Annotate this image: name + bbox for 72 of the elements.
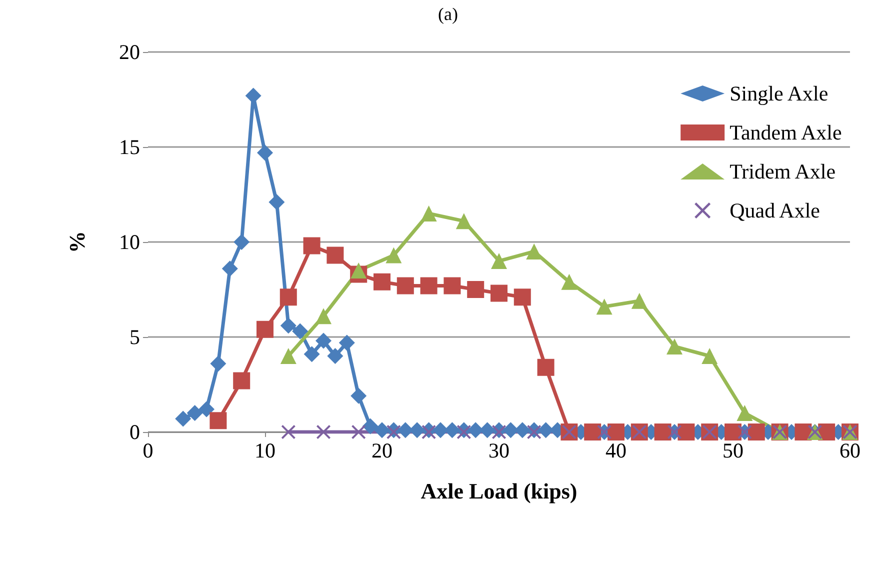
- point: [386, 247, 402, 264]
- y-tick-label: 15: [119, 135, 140, 159]
- point: [198, 401, 214, 418]
- point: [631, 292, 648, 309]
- point: [234, 234, 250, 250]
- point: [596, 298, 612, 315]
- legend-label: Tandem Axle: [730, 120, 842, 144]
- y-tick-label: 10: [119, 230, 140, 254]
- point: [304, 346, 320, 362]
- point: [362, 418, 378, 434]
- x-tick-label: 20: [372, 438, 392, 462]
- point: [490, 284, 508, 302]
- point: [222, 260, 238, 277]
- legend-label: Tridem Axle: [730, 160, 836, 184]
- y-tick-label: 0: [130, 420, 140, 444]
- point: [456, 425, 471, 439]
- x-tick-label: 40: [606, 438, 626, 462]
- point: [316, 308, 332, 324]
- point: [280, 288, 297, 306]
- point: [537, 358, 554, 376]
- point: [736, 405, 753, 421]
- point: [186, 405, 203, 421]
- point: [386, 425, 401, 439]
- point: [561, 274, 578, 290]
- legend-label: Single Axle: [730, 82, 828, 106]
- point: [420, 206, 437, 222]
- point: [420, 277, 438, 294]
- point: [210, 356, 226, 372]
- point: [666, 338, 682, 354]
- point: [396, 277, 414, 294]
- point: [327, 348, 344, 364]
- x-tick-label: 50: [722, 438, 744, 462]
- point: [257, 144, 273, 161]
- y-axis-title: %: [64, 231, 90, 253]
- point: [491, 253, 507, 269]
- point: [467, 281, 484, 298]
- point: [350, 262, 367, 278]
- point: [350, 388, 367, 404]
- point: [338, 334, 355, 351]
- y-tick-label: 5: [130, 325, 140, 349]
- point: [374, 422, 390, 438]
- point: [303, 237, 320, 254]
- legend-label: Quad Axle: [730, 198, 820, 222]
- point: [280, 318, 296, 334]
- point: [456, 213, 472, 230]
- point: [281, 425, 296, 439]
- point: [422, 425, 436, 439]
- point: [352, 425, 366, 439]
- point: [374, 273, 390, 290]
- point: [175, 410, 192, 427]
- point: [292, 323, 308, 340]
- x-tick-label: 10: [254, 438, 276, 462]
- point: [268, 194, 285, 210]
- point: [280, 348, 296, 364]
- point: [316, 425, 330, 439]
- y-tick-label: 20: [119, 40, 140, 64]
- point: [316, 332, 332, 349]
- x-tick-label: 30: [488, 438, 510, 462]
- x-axis-title: Axle Load (kips): [420, 478, 578, 504]
- x-tick-label: 60: [840, 438, 860, 462]
- point: [256, 320, 274, 338]
- point: [444, 277, 461, 294]
- point: [210, 412, 227, 430]
- point: [245, 88, 262, 104]
- point: [432, 422, 448, 438]
- point: [326, 246, 344, 264]
- point: [702, 348, 718, 364]
- point: [527, 425, 542, 439]
- point: [526, 244, 542, 260]
- point: [492, 425, 506, 439]
- point: [233, 372, 250, 390]
- point: [514, 288, 531, 306]
